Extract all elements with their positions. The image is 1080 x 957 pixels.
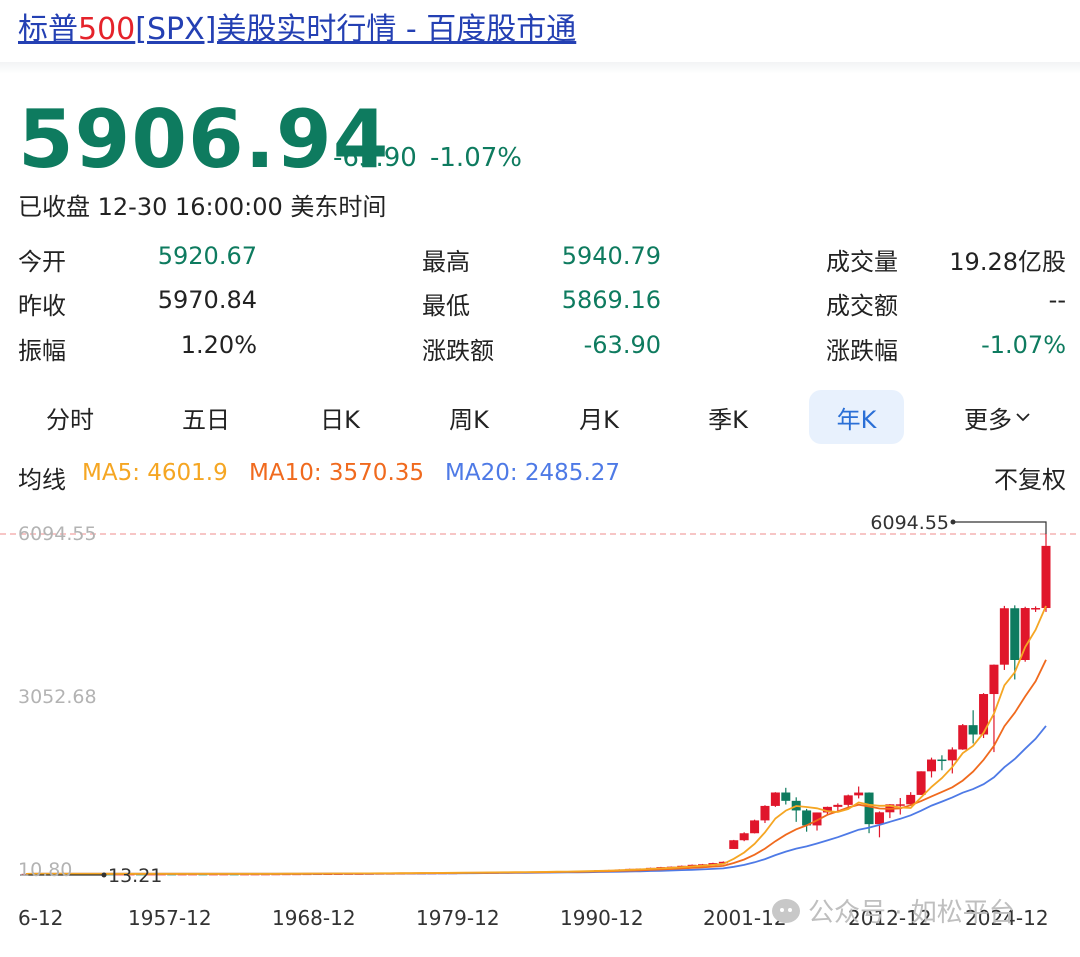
stat-value-change-pct: -1.07% <box>981 331 1066 359</box>
stat-value-turnover: -- <box>1048 286 1066 314</box>
candle-body <box>864 792 874 825</box>
ma20-legend: MA20: 2485.27 <box>445 460 621 486</box>
stat-label-high: 最高 <box>422 248 470 276</box>
market-status: 已收盘 12-30 16:00:00 美东时间 <box>18 193 387 221</box>
current-price: 5906.94 <box>18 93 390 186</box>
ma5-legend: MA5: 4601.9 <box>82 460 228 486</box>
price-change: -63.90 <box>333 143 417 173</box>
stat-value-low: 5869.16 <box>561 286 661 314</box>
ma-label: 均线 <box>18 466 66 494</box>
y-tick-label-mid: 3052.68 <box>18 686 97 708</box>
tab-more[interactable]: 更多 <box>948 390 1048 444</box>
max-marker-leader <box>953 521 1047 534</box>
x-tick-label: 6-12 <box>18 906 64 930</box>
stat-value-amplitude: 1.20% <box>180 331 257 359</box>
candle-body <box>718 861 728 864</box>
candle-body <box>979 694 989 735</box>
y-tick-label-bottom: 10.80 <box>18 859 73 881</box>
stat-value-open: 5920.67 <box>157 242 257 270</box>
title-highlight: 500 <box>78 12 136 47</box>
candle-body <box>999 608 1009 665</box>
candle-body <box>1041 545 1051 609</box>
x-tick-label: 1957-12 <box>128 906 212 930</box>
x-tick-label: 1968-12 <box>272 906 356 930</box>
y-tick-label-top: 6094.55 <box>18 523 97 545</box>
min-marker-label: 13.21 <box>108 865 162 887</box>
kline-chart[interactable]: 6094.55 13.21 <box>0 500 1080 900</box>
candle-body <box>750 820 760 834</box>
candle-body <box>947 749 957 761</box>
candle-body <box>906 794 916 805</box>
candle-body <box>895 804 905 806</box>
stat-value-high: 5940.79 <box>561 242 661 270</box>
page-title-link[interactable]: 标普500[SPX]美股实时行情 - 百度股市通 <box>18 4 576 48</box>
card-top-shadow <box>0 62 1080 74</box>
x-tick-label: 2012-12 <box>848 906 932 930</box>
candle-body <box>822 806 832 813</box>
chevron-down-icon <box>1016 413 1030 422</box>
max-marker-dot <box>950 519 956 525</box>
stat-label-volume: 成交量 <box>826 248 898 276</box>
candle-body <box>958 725 968 750</box>
ma5-line <box>25 605 1047 875</box>
price-change-pct: -1.07% <box>430 143 522 173</box>
candle-body <box>874 812 884 825</box>
stat-label-turnover: 成交额 <box>826 292 898 320</box>
candle-body <box>760 805 770 821</box>
stat-label-prev-close: 昨收 <box>18 292 66 320</box>
tab-five-day[interactable]: 五日 <box>182 405 230 434</box>
candle-body <box>916 771 926 795</box>
candle-body <box>937 759 947 762</box>
ma20-line <box>25 725 1047 875</box>
min-marker-dot <box>101 872 107 878</box>
x-tick-label: 2024-12 <box>965 906 1049 930</box>
candle-body <box>802 810 812 826</box>
stat-value-volume: 19.28亿股 <box>949 248 1066 276</box>
tab-week-k[interactable]: 周K <box>449 405 489 434</box>
candle-body <box>781 792 791 801</box>
tab-month-k[interactable]: 月K <box>579 405 619 434</box>
candle-body <box>1020 608 1030 660</box>
x-tick-label: 1990-12 <box>560 906 644 930</box>
candle-body <box>812 812 822 826</box>
ma10-legend: MA10: 3570.35 <box>249 460 425 486</box>
candle-body <box>854 792 864 796</box>
title-suffix: [SPX]美股实时行情 - 百度股市通 <box>135 12 577 47</box>
ma10-line <box>25 659 1047 875</box>
candle-body <box>833 804 843 807</box>
candle-body <box>770 792 780 806</box>
tab-quarter-k[interactable]: 季K <box>708 405 748 434</box>
candle-body <box>1031 608 1041 610</box>
stat-label-amplitude: 振幅 <box>18 337 66 365</box>
max-marker-label: 6094.55 <box>870 512 949 534</box>
candle-body <box>968 725 978 735</box>
x-tick-label: 1979-12 <box>416 906 500 930</box>
tab-more-label: 更多 <box>964 405 1012 434</box>
stat-label-open: 今开 <box>18 248 66 276</box>
candle-body <box>1010 608 1020 660</box>
stat-label-low: 最低 <box>422 292 470 320</box>
candle-body <box>927 759 937 772</box>
adjust-toggle[interactable]: 不复权 <box>994 466 1066 494</box>
wechat-icon <box>772 898 800 923</box>
tab-year-k[interactable]: 年K <box>809 390 904 444</box>
stat-value-change-amount: -63.90 <box>583 331 661 359</box>
title-prefix: 标普 <box>18 12 78 47</box>
candle-body <box>843 795 853 805</box>
candle-body <box>739 833 749 841</box>
tab-intraday[interactable]: 分时 <box>46 405 94 434</box>
stat-label-change-pct: 涨跌幅 <box>826 337 898 365</box>
watermark: 公众号 · 如松平台 <box>772 892 1015 929</box>
watermark-text: 公众号 · 如松平台 <box>808 898 1015 928</box>
candle-body <box>708 863 718 865</box>
tab-day-k[interactable]: 日K <box>320 405 360 434</box>
stat-label-change-amount: 涨跌额 <box>422 337 494 365</box>
candle-body <box>989 664 999 695</box>
stat-value-prev-close: 5970.84 <box>157 286 257 314</box>
candle-body <box>729 840 739 849</box>
